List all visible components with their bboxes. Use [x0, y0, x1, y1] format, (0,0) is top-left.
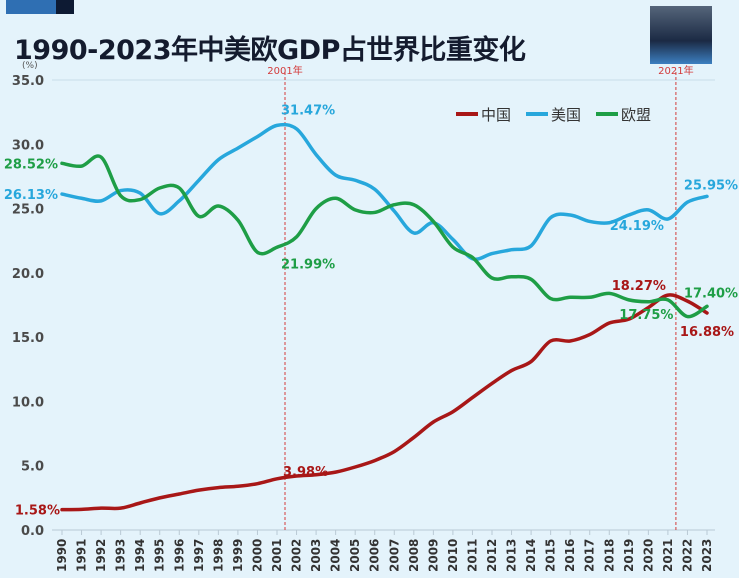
x-tick-label: 1991: [75, 539, 89, 572]
series-line-eu: [60, 154, 709, 319]
data-label: 17.40%: [684, 286, 738, 301]
x-tick-label: 2008: [407, 539, 421, 572]
y-tick-label: 20.0: [12, 267, 44, 282]
y-tick-label: 10.0: [12, 395, 44, 410]
year-marker-label: 2001年: [267, 64, 302, 77]
x-tick-label: 2006: [368, 539, 382, 572]
x-tick-label: 1999: [231, 539, 245, 572]
x-tick-label: 2000: [250, 539, 264, 572]
decor-block: [6, 0, 56, 14]
x-tick-label: 1998: [211, 539, 225, 572]
x-tick-label: 1992: [94, 539, 108, 572]
x-tick-label: 1990: [55, 539, 69, 572]
x-tick-label: 2002: [290, 539, 304, 572]
logo-blurred: [650, 6, 712, 64]
x-tick-label: 1996: [172, 539, 186, 572]
data-label: 21.99%: [281, 257, 335, 272]
x-tick-label: 2005: [348, 539, 362, 572]
x-tick-label: 2019: [622, 539, 636, 572]
x-tick-label: 2010: [446, 539, 460, 572]
x-tick-label: 2016: [563, 539, 577, 572]
x-tick-label: 2020: [641, 539, 655, 572]
x-tick-label: 1997: [192, 539, 206, 572]
x-tick-label: 2015: [544, 539, 558, 572]
data-label: 26.13%: [4, 188, 58, 203]
x-tick-label: 2021: [661, 539, 675, 572]
x-tick-label: 2023: [700, 539, 714, 572]
x-tick-label: 1994: [133, 539, 147, 572]
y-tick-label: 15.0: [12, 331, 44, 346]
data-label: 28.52%: [4, 157, 58, 172]
x-tick-label: 2013: [505, 539, 519, 572]
legend-label: 美国: [551, 106, 581, 124]
y-axis-unit: (%): [22, 61, 38, 71]
decor-block: [56, 0, 74, 14]
series-line-china: [60, 293, 709, 512]
x-tick-label: 1993: [114, 539, 128, 572]
data-label: 24.19%: [610, 219, 664, 234]
data-label: 16.88%: [680, 325, 734, 340]
chart-title: 1990-2023年中美欧GDP占世界比重变化: [14, 35, 526, 66]
y-tick-label: 0.0: [21, 524, 44, 539]
y-tick-label: 35.0: [12, 74, 44, 89]
data-label: 18.27%: [612, 279, 666, 294]
data-label: 1.58%: [15, 504, 60, 519]
legend-label: 中国: [481, 106, 511, 124]
x-tick-label: 2022: [680, 539, 694, 572]
x-tick-label: 2011: [465, 539, 479, 572]
x-tick-label: 2003: [309, 539, 323, 572]
x-tick-label: 2009: [426, 539, 440, 572]
year-marker-label: 2021年: [658, 64, 693, 77]
data-label: 31.47%: [281, 103, 335, 118]
x-tick-label: 2018: [602, 539, 616, 572]
y-tick-label: 25.0: [12, 203, 44, 218]
x-tick-label: 2007: [387, 539, 401, 572]
x-tick-label: 1995: [153, 539, 167, 572]
y-tick-label: 30.0: [12, 138, 44, 153]
data-label: 25.95%: [684, 178, 738, 193]
series-line-usa: [60, 122, 709, 261]
x-tick-label: 2001: [270, 539, 284, 572]
x-tick-label: 2004: [329, 539, 343, 572]
data-label: 17.75%: [619, 308, 673, 323]
y-tick-label: 5.0: [21, 460, 44, 475]
x-tick-label: 2017: [583, 539, 597, 572]
legend-label: 欧盟: [621, 106, 651, 124]
x-tick-label: 2012: [485, 539, 499, 572]
x-tick-label: 2014: [524, 539, 538, 572]
data-label: 3.98%: [283, 465, 328, 480]
